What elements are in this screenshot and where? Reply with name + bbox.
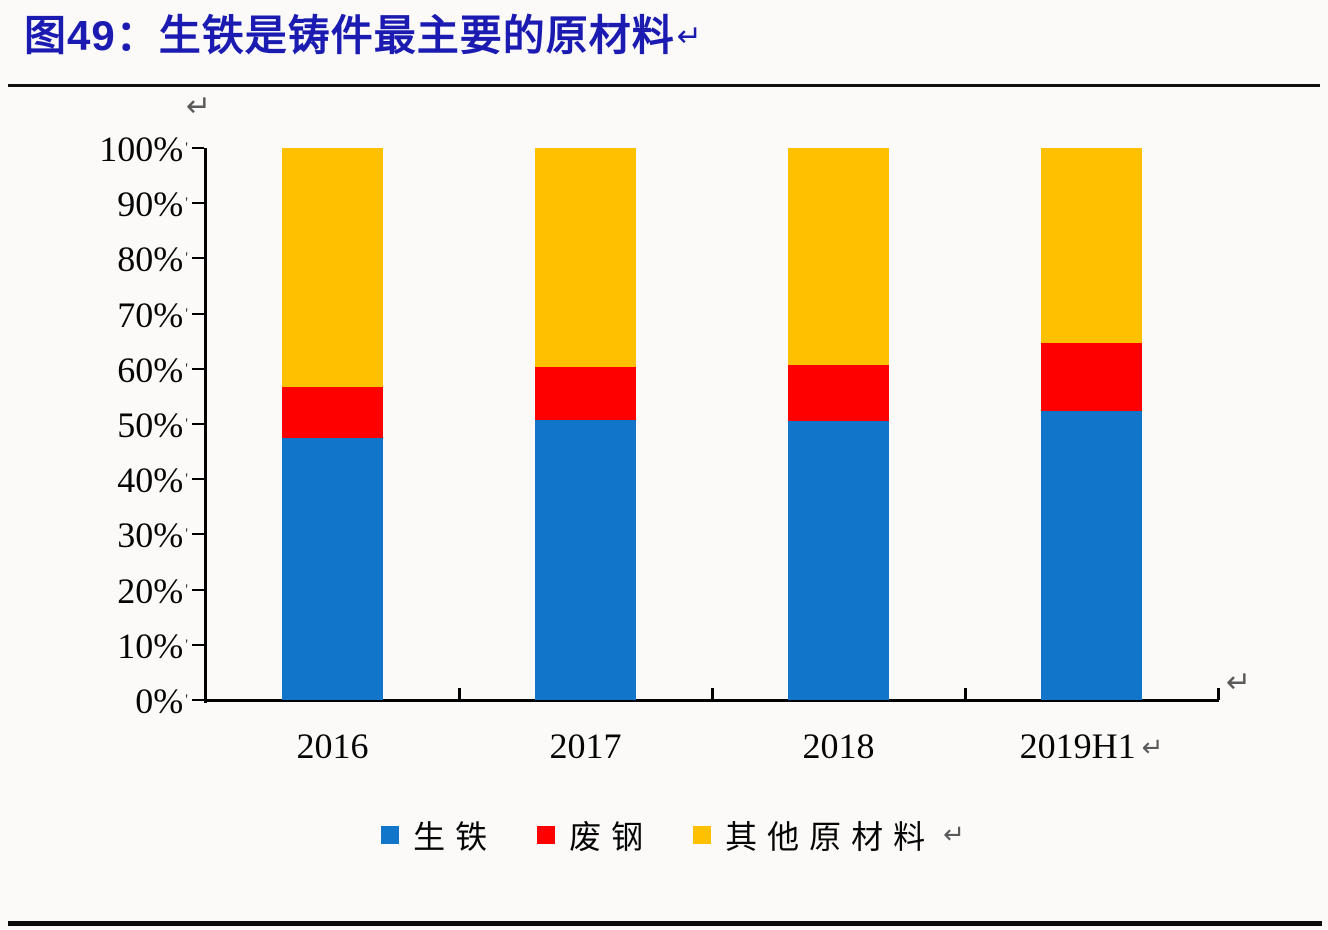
legend-item: 废钢 xyxy=(537,812,653,858)
bar-segment-series1-2017 xyxy=(535,419,636,700)
y-axis-tick xyxy=(192,533,204,536)
legend-swatch-icon xyxy=(537,826,556,844)
bar-segment-series2-2019H1 xyxy=(1041,342,1142,411)
y-axis-tick xyxy=(192,699,204,701)
legend-swatch-icon xyxy=(381,826,400,844)
y-axis-line xyxy=(204,148,207,703)
y-axis-tick xyxy=(192,202,204,205)
bar-segment-series1-2016 xyxy=(282,437,383,700)
formatting-mark: ' xyxy=(185,416,188,432)
y-axis-tick xyxy=(192,312,204,315)
y-axis-tick xyxy=(192,367,204,370)
legend-label: 废钢 xyxy=(569,819,654,855)
return-mark-icon: ↵ xyxy=(1226,665,1252,700)
chart-legend: 生铁 废钢 其他原材料 ↵ xyxy=(0,812,1328,858)
y-axis-tick xyxy=(192,147,204,149)
y-axis-tick xyxy=(192,478,204,481)
y-axis-tick-label: 60% ' xyxy=(117,349,188,390)
x-axis-tick xyxy=(1216,688,1220,700)
y-axis-tick-label: 50% ' xyxy=(117,405,188,445)
y-axis-tick-label: 20% ' xyxy=(117,570,188,611)
legend-label: 其他原材料 xyxy=(725,819,936,855)
legend-swatch-icon xyxy=(693,826,712,844)
bar-segment-series3-2016 xyxy=(282,148,383,388)
formatting-mark: ' xyxy=(185,581,188,598)
formatting-mark: ' xyxy=(185,360,188,377)
x-axis-tick xyxy=(963,688,967,700)
return-mark-icon: ↵ xyxy=(1141,733,1164,763)
legend-label: 生铁 xyxy=(413,819,498,855)
bar-segment-series2-2018 xyxy=(788,364,889,422)
bar-segment-series1-2019H1 xyxy=(1041,410,1142,700)
y-axis-tick-label: 100% ' xyxy=(99,129,188,169)
y-axis-tick xyxy=(192,588,204,591)
formatting-mark: ' xyxy=(185,636,188,653)
bar-segment-series3-2017 xyxy=(535,148,636,367)
bar-segment-series1-2018 xyxy=(788,421,889,700)
formatting-mark: ' xyxy=(185,195,188,212)
y-axis-tick-label: 0% ' xyxy=(135,681,188,721)
bar-segment-series2-2016 xyxy=(282,387,383,438)
bar-segment-series3-2018 xyxy=(788,148,889,365)
figure-title: 图49：生铁是铸件最主要的原材料↵ xyxy=(24,2,703,63)
x-axis-category-label: 2017 xyxy=(549,726,622,766)
bar-segment-series3-2019H1 xyxy=(1041,148,1142,343)
bottom-divider xyxy=(8,921,1322,926)
y-axis-tick-label: 70% ' xyxy=(117,294,188,335)
return-mark-icon: ↵ xyxy=(186,89,212,124)
x-axis-tick xyxy=(457,688,461,700)
y-axis-tick-label: 40% ' xyxy=(117,460,188,501)
formatting-mark: ' xyxy=(185,526,188,543)
figure-title-text: 图49：生铁是铸件最主要的原材料 xyxy=(24,12,675,59)
legend-item: 生铁 xyxy=(381,812,497,858)
y-axis-tick-label: 30% ' xyxy=(117,515,188,556)
x-axis-line xyxy=(204,699,1219,702)
return-mark-icon: ↵ xyxy=(943,820,965,850)
y-axis-tick-label: 80% ' xyxy=(117,239,188,280)
y-axis-tick-label: 90% ' xyxy=(117,184,188,225)
formatting-mark: ' xyxy=(185,692,188,708)
formatting-mark: ' xyxy=(185,250,188,267)
y-axis-tick xyxy=(192,423,204,425)
x-axis-category-label: 2019H1 ↵ xyxy=(1019,726,1164,766)
formatting-mark: ' xyxy=(185,471,188,488)
y-axis-tick xyxy=(192,257,204,260)
top-divider xyxy=(8,84,1320,87)
x-axis-category-label: 2018 xyxy=(802,726,875,766)
y-axis-tick xyxy=(192,643,204,646)
y-axis-tick-label: 10% ' xyxy=(117,625,188,666)
bar-segment-series2-2017 xyxy=(535,366,636,420)
x-axis-tick xyxy=(710,688,714,700)
formatting-mark: ' xyxy=(185,140,188,156)
legend-item: 其他原材料 ↵ xyxy=(693,812,965,858)
x-axis-category-label: 2016 xyxy=(296,726,369,766)
formatting-mark: ' xyxy=(185,305,188,322)
return-mark-icon: ↵ xyxy=(676,20,703,53)
